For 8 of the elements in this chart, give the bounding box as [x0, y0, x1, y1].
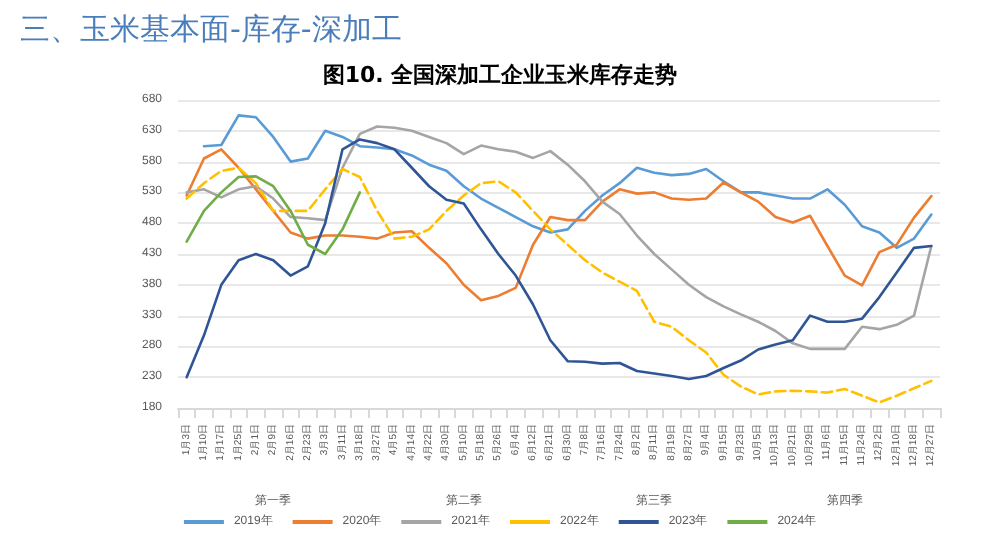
line-series [202, 114, 933, 250]
line-series [185, 166, 933, 404]
chart-title: 三、玉米基本面-库存-深加工 [20, 11, 402, 47]
chart-subtitle: 图10. 全国深加工企业玉米库存走势 [322, 62, 678, 88]
line-series [185, 125, 933, 351]
line-series [185, 175, 362, 256]
line-series [185, 138, 933, 381]
line-series [185, 147, 933, 302]
